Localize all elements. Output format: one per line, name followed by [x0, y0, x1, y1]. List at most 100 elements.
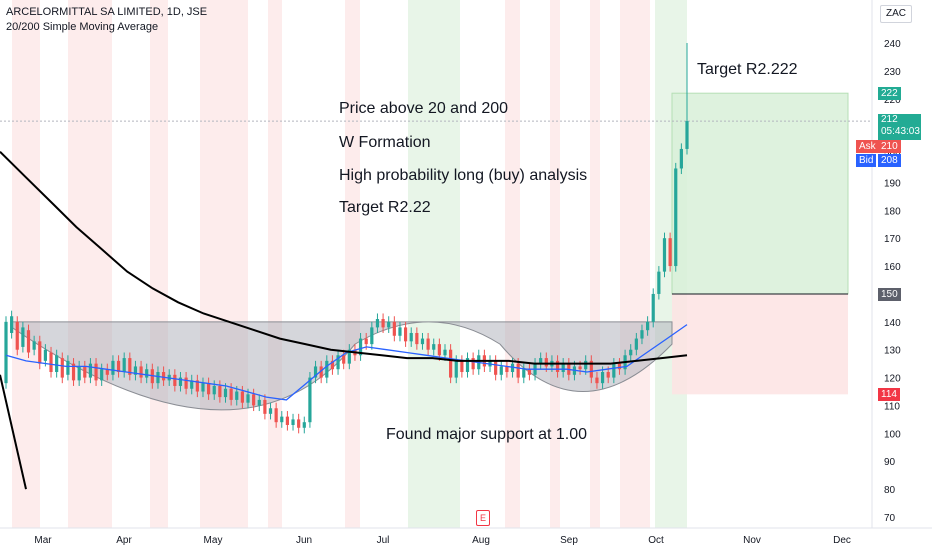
candle: [133, 366, 138, 375]
y-tick-label: 180: [884, 206, 901, 217]
candle: [555, 360, 560, 373]
bid-price: 208: [878, 154, 901, 167]
x-tick-label: Jul: [377, 535, 390, 546]
indicator-label[interactable]: 20/200 Simple Moving Average: [6, 21, 159, 33]
candle: [21, 327, 25, 347]
sma200-line: [0, 150, 688, 365]
candle: [584, 360, 588, 370]
candle: [32, 341, 36, 350]
y-tick-label: 190: [884, 178, 901, 189]
candle: [432, 344, 436, 350]
y-tick-label: 230: [884, 67, 901, 78]
candle: [578, 366, 582, 370]
session-band-10: [620, 0, 650, 528]
candle: [257, 399, 261, 406]
y-tick-label: 80: [884, 485, 896, 496]
note-price-above: Price above 20 and 200: [339, 100, 509, 117]
candle: [640, 330, 644, 339]
x-tick-label: Dec: [833, 535, 851, 546]
last-price-tag: 212 05:43:03: [878, 114, 921, 140]
candle: [218, 385, 222, 398]
candle: [263, 399, 267, 414]
candle: [207, 383, 211, 395]
note-probability: High probability long (buy) analysis: [339, 167, 588, 184]
candle: [26, 330, 31, 353]
candle: [398, 327, 402, 336]
ask-label: Ask: [856, 140, 879, 153]
ask-price: 210: [878, 140, 901, 153]
x-tick-label: Oct: [648, 535, 664, 546]
candle: [145, 369, 149, 378]
y-tick-label: 160: [884, 262, 901, 273]
x-tick-label: Nov: [743, 535, 761, 546]
y-tick-label: 70: [884, 513, 896, 524]
candle: [184, 377, 188, 389]
y-tick-label: 170: [884, 234, 901, 245]
y-tick-label: 220: [884, 95, 901, 106]
candle: [190, 380, 194, 389]
candle: [544, 358, 548, 367]
candle: [471, 358, 475, 370]
candle: [313, 366, 318, 378]
candle: [364, 338, 368, 345]
candle: [252, 394, 256, 406]
candle: [600, 372, 605, 384]
note-w-formation: W Formation: [339, 134, 431, 151]
candle: [561, 363, 565, 373]
symbol-title[interactable]: ARCELORMITTAL SA LIMITED, 1D, JSE: [6, 6, 208, 18]
candle: [274, 408, 278, 423]
candle: [77, 366, 81, 381]
stop-zone: [672, 293, 848, 395]
candle: [420, 338, 425, 345]
x-tick-label: Aug: [472, 535, 490, 546]
x-tick-label: May: [204, 535, 223, 546]
candle: [139, 366, 143, 378]
session-band-6: [408, 0, 460, 528]
candle: [240, 391, 244, 403]
sma200-left-segment: [0, 374, 27, 490]
candle: [494, 360, 498, 375]
candle: [297, 419, 301, 428]
candle: [100, 369, 104, 381]
candle: [235, 391, 239, 400]
session-band-2: [150, 0, 168, 528]
candle: [415, 332, 419, 345]
candle: [426, 338, 430, 350]
session-band-9: [590, 0, 600, 528]
candle: [679, 148, 683, 169]
candle: [516, 363, 520, 378]
candle: [173, 374, 177, 386]
candle: [88, 363, 93, 378]
candle: [66, 360, 70, 375]
position-zones: [0, 92, 872, 395]
session-bands: [12, 0, 687, 528]
candle: [465, 358, 470, 373]
x-tick-label: Sep: [560, 535, 578, 546]
candle: [629, 349, 633, 356]
candle: [409, 332, 413, 342]
candle: [505, 366, 509, 373]
stop-price-tag: 114: [878, 388, 900, 401]
session-band-5: [345, 0, 360, 528]
candle: [55, 355, 59, 373]
session-band-8: [550, 0, 560, 528]
candle: [589, 360, 593, 378]
candle: [308, 377, 312, 423]
candle: [347, 349, 351, 364]
candle: [122, 358, 126, 373]
earnings-marker[interactable]: E: [476, 510, 490, 526]
w-pattern-shading: [11, 321, 673, 411]
currency-button[interactable]: ZAC: [880, 5, 912, 23]
candle: [342, 355, 346, 364]
candle: [49, 352, 53, 373]
candle: [370, 327, 374, 345]
candle: [246, 394, 250, 403]
candle: [634, 338, 638, 350]
candle: [387, 321, 391, 328]
candle: [15, 321, 19, 350]
candle: [60, 358, 64, 378]
target-zone: [671, 92, 849, 295]
candle: [522, 369, 526, 378]
